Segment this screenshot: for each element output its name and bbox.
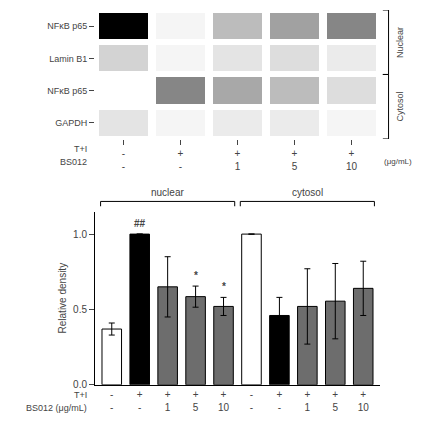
svg-text:+1: +1 [235, 148, 241, 172]
svg-text:1.0: 1.0 [73, 229, 87, 240]
svg-text:Lamin B1: Lamin B1 [49, 54, 87, 64]
svg-text:--: -- [110, 389, 113, 413]
svg-text:0.0: 0.0 [73, 379, 87, 390]
svg-text:*: * [222, 281, 226, 292]
svg-text:+1: +1 [304, 389, 310, 413]
svg-text:(μg/mL): (μg/mL) [384, 157, 412, 166]
svg-text:##: ## [134, 218, 146, 229]
svg-text:T+I: T+I [74, 144, 87, 154]
svg-text:nuclear: nuclear [151, 187, 184, 198]
svg-text:cytosol: cytosol [292, 187, 323, 198]
svg-text:NFκB p65: NFκB p65 [47, 86, 87, 96]
svg-text:+10: +10 [358, 389, 370, 413]
svg-text:--: -- [122, 148, 125, 172]
svg-text:*: * [194, 270, 198, 281]
svg-text:T+I: T+I [74, 390, 87, 400]
svg-text:+10: +10 [218, 389, 230, 413]
svg-text:+5: +5 [193, 389, 199, 413]
svg-text:+5: +5 [332, 389, 338, 413]
svg-text:+1: +1 [165, 389, 171, 413]
svg-text:BS012 (μg/mL): BS012 (μg/mL) [26, 403, 87, 413]
svg-text:+-: +- [276, 389, 282, 413]
svg-text:+-: +- [178, 148, 184, 172]
svg-text:--: -- [250, 389, 253, 413]
svg-text:BS012: BS012 [60, 157, 87, 167]
svg-text:GAPDH: GAPDH [55, 118, 87, 128]
svg-text:Nuclear: Nuclear [395, 27, 405, 58]
svg-text:NFκB p65: NFκB p65 [47, 21, 87, 31]
svg-text:0.5: 0.5 [73, 304, 87, 315]
svg-text:+-: +- [137, 389, 143, 413]
svg-text:Relative density: Relative density [57, 263, 68, 334]
svg-text:+10: +10 [346, 148, 358, 172]
svg-text:Cytosol: Cytosol [395, 92, 405, 122]
svg-text:+5: +5 [292, 148, 298, 172]
